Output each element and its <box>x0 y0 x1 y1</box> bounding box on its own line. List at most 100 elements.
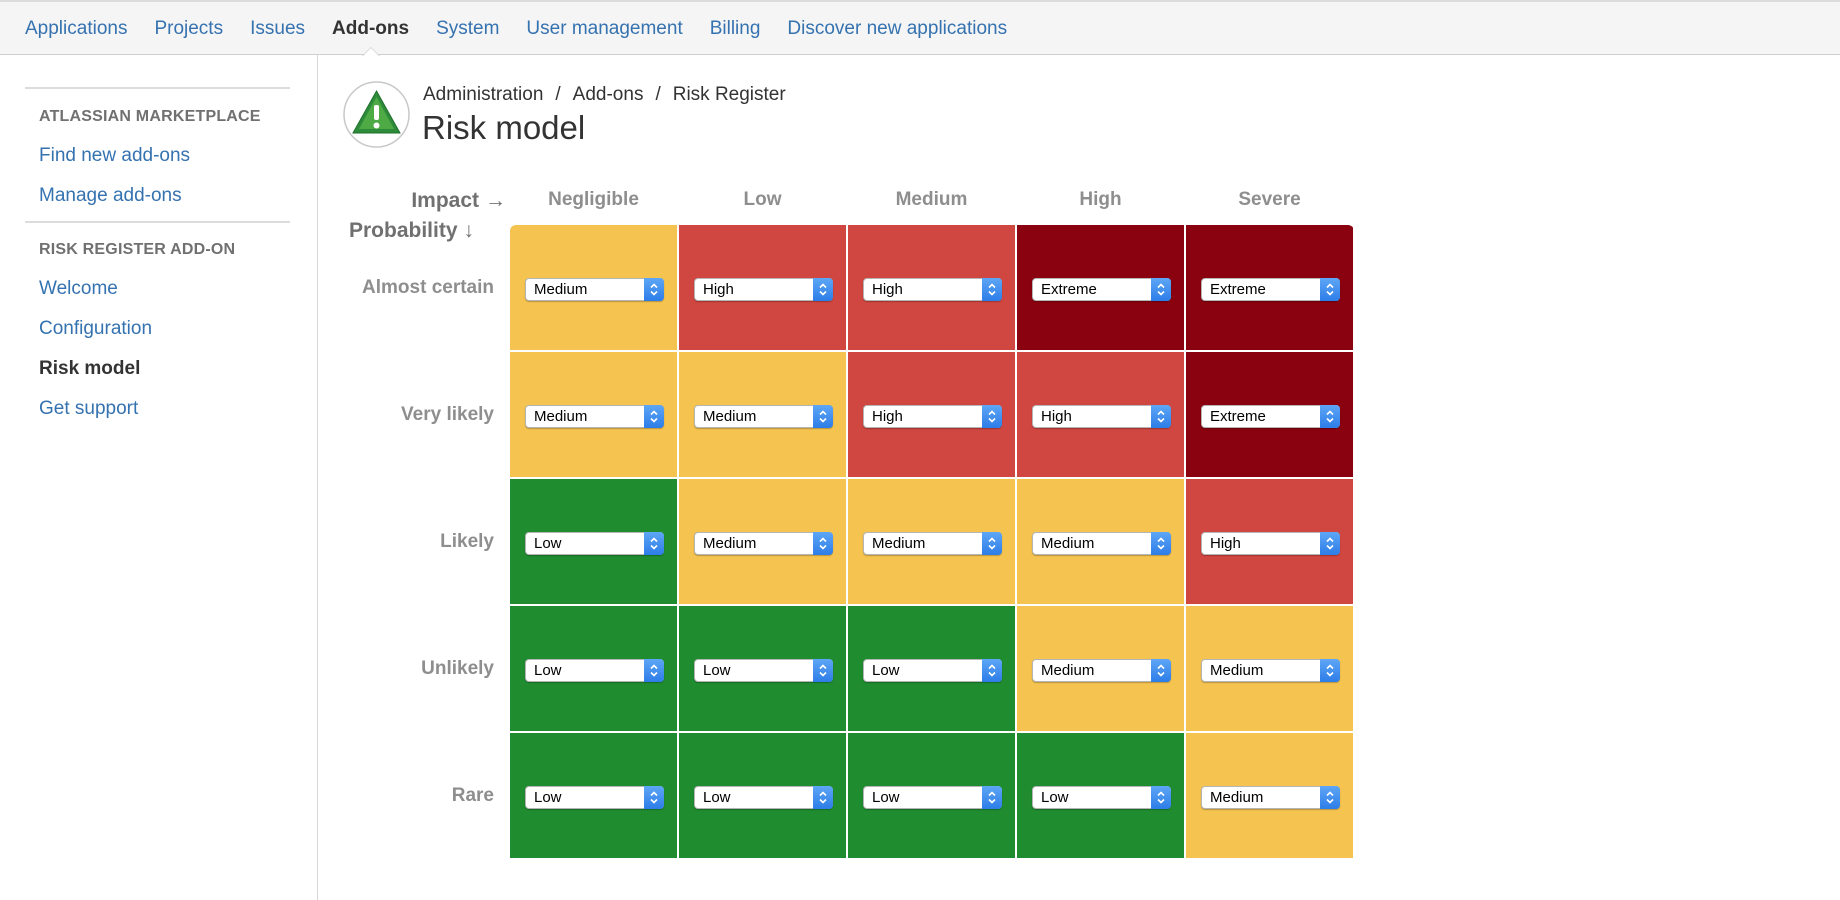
risk-level-select[interactable]: Medium <box>863 532 1002 555</box>
sidebar-item-configuration[interactable]: Configuration <box>39 318 153 339</box>
select-stepper-icon[interactable] <box>982 786 1002 809</box>
risk-cell: Medium <box>1017 606 1184 731</box>
probability-axis-label: Probability ↓ <box>349 219 474 243</box>
risk-cell: Low <box>679 606 846 731</box>
risk-cell: Medium <box>679 479 846 604</box>
nav-user-management[interactable]: User management <box>526 18 683 39</box>
sidebar-item-risk-model[interactable]: Risk model <box>39 358 141 379</box>
risk-level-value: High <box>1041 408 1072 425</box>
risk-level-value: Low <box>534 535 562 552</box>
risk-cell: High <box>848 225 1015 350</box>
select-stepper-icon[interactable] <box>1151 278 1171 301</box>
select-stepper-icon[interactable] <box>1151 659 1171 682</box>
select-stepper-icon[interactable] <box>982 278 1002 301</box>
risk-level-value: Medium <box>703 535 757 552</box>
risk-level-value: Extreme <box>1210 281 1266 298</box>
impact-level-severe: Severe <box>1238 189 1301 210</box>
probability-level-likely: Likely <box>440 531 494 552</box>
breadcrumb-administration[interactable]: Administration <box>423 84 544 105</box>
nav-issues[interactable]: Issues <box>250 18 306 39</box>
risk-level-select[interactable]: Medium <box>694 532 833 555</box>
select-stepper-icon[interactable] <box>813 405 833 428</box>
sidebar-item-find-new-add-ons[interactable]: Find new add-ons <box>39 145 191 166</box>
risk-level-select[interactable]: Medium <box>525 405 664 428</box>
select-stepper-icon[interactable] <box>644 405 664 428</box>
select-stepper-icon[interactable] <box>982 659 1002 682</box>
risk-level-select[interactable]: Medium <box>525 278 664 301</box>
risk-level-select[interactable]: Medium <box>1032 659 1171 682</box>
risk-level-select[interactable]: Low <box>525 786 664 809</box>
risk-matrix-grid: Medium High High Extreme Extreme Medium Medium… <box>510 225 1354 863</box>
risk-cell: High <box>1017 352 1184 477</box>
risk-cell: Medium <box>510 225 677 350</box>
select-stepper-icon[interactable] <box>1320 278 1340 301</box>
probability-axis-text: Probability <box>349 219 458 242</box>
risk-level-select[interactable]: Extreme <box>1032 278 1171 301</box>
sidebar: ATLASSIAN MARKETPLACE Find new add-ons M… <box>0 55 318 900</box>
risk-cell: Extreme <box>1186 225 1353 350</box>
select-stepper-icon[interactable] <box>1320 405 1340 428</box>
select-stepper-icon[interactable] <box>1151 532 1171 555</box>
warning-triangle-icon <box>343 81 410 148</box>
risk-cell: High <box>679 225 846 350</box>
select-stepper-icon[interactable] <box>813 278 833 301</box>
select-stepper-icon[interactable] <box>813 532 833 555</box>
sidebar-item-manage-add-ons[interactable]: Manage add-ons <box>39 185 182 206</box>
sidebar-item-welcome[interactable]: Welcome <box>39 278 118 299</box>
breadcrumb-risk-register[interactable]: Risk Register <box>672 84 786 105</box>
risk-level-select[interactable]: Low <box>863 786 1002 809</box>
nav-projects[interactable]: Projects <box>154 18 224 39</box>
risk-level-select[interactable]: Low <box>1032 786 1171 809</box>
select-stepper-icon[interactable] <box>1320 532 1340 555</box>
risk-level-select[interactable]: Low <box>694 786 833 809</box>
risk-cell: Low <box>679 733 846 858</box>
nav-applications[interactable]: Applications <box>25 18 128 39</box>
risk-level-select[interactable]: Medium <box>694 405 833 428</box>
select-stepper-icon[interactable] <box>644 278 664 301</box>
risk-level-select[interactable]: Medium <box>1201 659 1340 682</box>
sidebar-item-get-support[interactable]: Get support <box>39 398 139 419</box>
nav-add-ons[interactable]: Add-ons <box>332 2 409 56</box>
select-stepper-icon[interactable] <box>644 786 664 809</box>
risk-level-select[interactable]: High <box>863 405 1002 428</box>
risk-cell: High <box>848 352 1015 477</box>
select-stepper-icon[interactable] <box>813 659 833 682</box>
breadcrumb-separator: / <box>655 84 661 105</box>
risk-level-value: Medium <box>872 535 926 552</box>
risk-level-select[interactable]: High <box>863 278 1002 301</box>
select-stepper-icon[interactable] <box>1320 659 1340 682</box>
breadcrumb-add-ons[interactable]: Add-ons <box>572 84 644 105</box>
arrow-down-icon: ↓ <box>463 219 475 242</box>
risk-level-value: Medium <box>1041 662 1095 679</box>
risk-level-value: Medium <box>534 281 588 298</box>
risk-level-select[interactable]: Medium <box>1201 786 1340 809</box>
risk-level-select[interactable]: Medium <box>1032 532 1171 555</box>
risk-level-select[interactable]: High <box>1201 532 1340 555</box>
risk-level-select[interactable]: Low <box>863 659 1002 682</box>
select-stepper-icon[interactable] <box>1151 405 1171 428</box>
impact-axis-text: Impact <box>411 189 479 212</box>
risk-level-select[interactable]: Extreme <box>1201 405 1340 428</box>
risk-level-select[interactable]: High <box>1032 405 1171 428</box>
risk-level-select[interactable]: Low <box>525 532 664 555</box>
risk-level-select[interactable]: High <box>694 278 833 301</box>
risk-level-value: High <box>872 408 903 425</box>
select-stepper-icon[interactable] <box>644 532 664 555</box>
probability-level-rare: Rare <box>451 785 494 806</box>
nav-discover-new-applications[interactable]: Discover new applications <box>787 18 1008 39</box>
top-navigation-bar: Applications Projects Issues Add-ons System U… <box>0 0 1840 56</box>
nav-billing[interactable]: Billing <box>709 18 761 39</box>
impact-level-low: Low <box>743 189 782 210</box>
risk-level-select[interactable]: Low <box>694 659 833 682</box>
probability-level-almost-certain: Almost certain <box>362 277 494 298</box>
risk-level-select[interactable]: Extreme <box>1201 278 1340 301</box>
select-stepper-icon[interactable] <box>982 532 1002 555</box>
risk-level-select[interactable]: Low <box>525 659 664 682</box>
select-stepper-icon[interactable] <box>982 405 1002 428</box>
risk-cell: Extreme <box>1186 352 1353 477</box>
nav-system[interactable]: System <box>436 18 500 39</box>
select-stepper-icon[interactable] <box>644 659 664 682</box>
select-stepper-icon[interactable] <box>1320 786 1340 809</box>
select-stepper-icon[interactable] <box>813 786 833 809</box>
select-stepper-icon[interactable] <box>1151 786 1171 809</box>
